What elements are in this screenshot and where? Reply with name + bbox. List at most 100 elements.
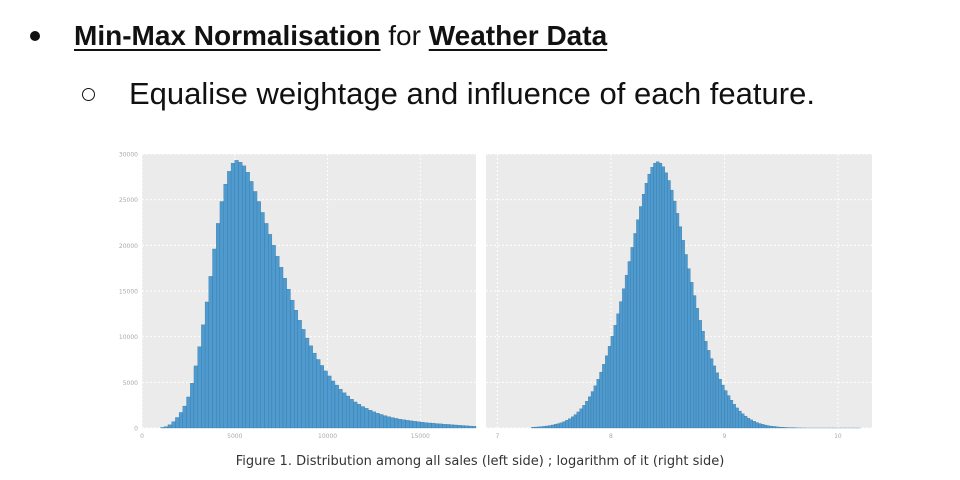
- histogram-bar: [271, 245, 276, 429]
- histogram-bar: [360, 406, 365, 429]
- histogram-bar: [599, 371, 603, 429]
- bullet-dot-icon: [30, 31, 40, 41]
- histogram-bar: [212, 248, 217, 429]
- histogram-bar: [375, 413, 380, 429]
- histogram-bar: [178, 412, 183, 429]
- histogram-bar: [423, 422, 428, 429]
- histogram-bar: [639, 206, 643, 429]
- histogram-bar: [613, 325, 617, 429]
- histogram-bar: [602, 364, 606, 429]
- histogram-bar: [568, 418, 572, 429]
- histogram-bar: [316, 359, 321, 429]
- histogram-bar: [630, 247, 634, 429]
- histogram-bar: [245, 172, 250, 429]
- histogram-bar: [275, 256, 280, 429]
- histogram-bar: [204, 301, 209, 429]
- histogram-bar: [405, 420, 410, 429]
- histogram-bar: [667, 180, 671, 429]
- histogram-bar: [386, 416, 391, 429]
- histogram-bar: [342, 392, 347, 429]
- histogram-bar: [658, 162, 663, 429]
- histogram-bar: [268, 234, 273, 429]
- histogram-bar: [553, 424, 558, 429]
- histogram-bar: [364, 408, 369, 429]
- histogram-bar: [744, 415, 748, 429]
- histogram-bar: [704, 341, 708, 429]
- histogram-bar: [312, 352, 317, 429]
- histogram-bar: [710, 358, 714, 429]
- bullet-1-text: Min-Max Normalisation for Weather Data: [74, 16, 607, 56]
- histogram-bar: [234, 160, 239, 429]
- histogram-bar: [707, 350, 711, 429]
- histogram-bar: [766, 425, 770, 429]
- histogram-bar: [394, 418, 399, 429]
- histogram-bar: [619, 301, 623, 429]
- bullet-2: Equalise weightage and influence of each…: [82, 72, 815, 116]
- histogram-bar: [338, 389, 343, 429]
- histogram-bar: [453, 424, 458, 429]
- histogram-bar: [167, 424, 172, 429]
- histogram-bar: [431, 423, 436, 429]
- histogram-bar: [449, 424, 454, 429]
- bullet-circle-icon: [82, 87, 95, 101]
- histogram-bar: [539, 426, 543, 429]
- histogram-bar: [738, 410, 742, 429]
- histogram-bar: [562, 421, 566, 429]
- histogram-bar: [559, 422, 563, 429]
- histogram-bar: [201, 324, 206, 429]
- histogram-bar: [208, 276, 213, 429]
- histogram-bar: [596, 379, 600, 429]
- histogram-bar: [746, 417, 751, 429]
- histogram-bar: [678, 226, 682, 429]
- histogram-bar: [749, 419, 753, 429]
- histogram-bar: [627, 261, 631, 429]
- histogram-bar: [576, 411, 580, 429]
- histogram-bar: [175, 417, 180, 429]
- histogram-bar: [670, 189, 674, 429]
- histogram-bar: [242, 165, 247, 429]
- histogram-bar: [468, 425, 473, 429]
- histogram-bar: [579, 408, 583, 429]
- histogram-bar: [633, 233, 637, 429]
- histogram-bar: [323, 370, 328, 429]
- histogram-bar: [171, 421, 176, 429]
- histogram-bar: [286, 289, 291, 429]
- histogram-bar: [193, 365, 198, 429]
- histogram-bar: [610, 336, 614, 429]
- histogram-bar: [331, 380, 336, 429]
- histogram-bar: [695, 308, 700, 429]
- histogram-bar: [698, 320, 702, 429]
- histogram-bar: [182, 405, 187, 429]
- y-tick-label: 0: [134, 426, 138, 433]
- histogram-bar: [216, 223, 221, 429]
- histogram-bar: [761, 424, 765, 429]
- y-tick-label: 20000: [119, 243, 138, 250]
- histogram-bar: [219, 201, 224, 429]
- histogram-bar: [758, 423, 762, 429]
- histogram-bar: [701, 331, 705, 429]
- histogram-bar: [542, 426, 546, 429]
- histogram-bar: [681, 240, 685, 429]
- histogram-bar: [253, 191, 258, 429]
- histogram-bar: [781, 427, 785, 429]
- histogram-bar: [416, 421, 421, 429]
- histogram-bar: [164, 426, 169, 429]
- histogram-bar: [653, 162, 657, 429]
- histogram-bar: [585, 401, 589, 429]
- histogram-bar: [334, 384, 339, 429]
- y-tick-label: 30000: [119, 152, 138, 159]
- histogram-bar: [755, 422, 759, 429]
- histogram-bar: [464, 425, 469, 429]
- histogram-bar: [729, 399, 734, 429]
- histogram-bar: [676, 213, 680, 429]
- histogram-bar: [327, 375, 332, 429]
- histogram-bar: [721, 384, 725, 429]
- histogram-bar: [282, 278, 287, 429]
- histogram-bar: [457, 425, 462, 429]
- histogram-bar: [616, 313, 620, 429]
- histogram-bar: [197, 346, 202, 429]
- histogram-bar: [390, 417, 395, 429]
- histogram-bar: [160, 427, 165, 429]
- histogram-left: 0 5000 10000 15000 20000 25000 30000 0 5000 10000…: [119, 152, 477, 440]
- histogram-bar: [227, 171, 232, 429]
